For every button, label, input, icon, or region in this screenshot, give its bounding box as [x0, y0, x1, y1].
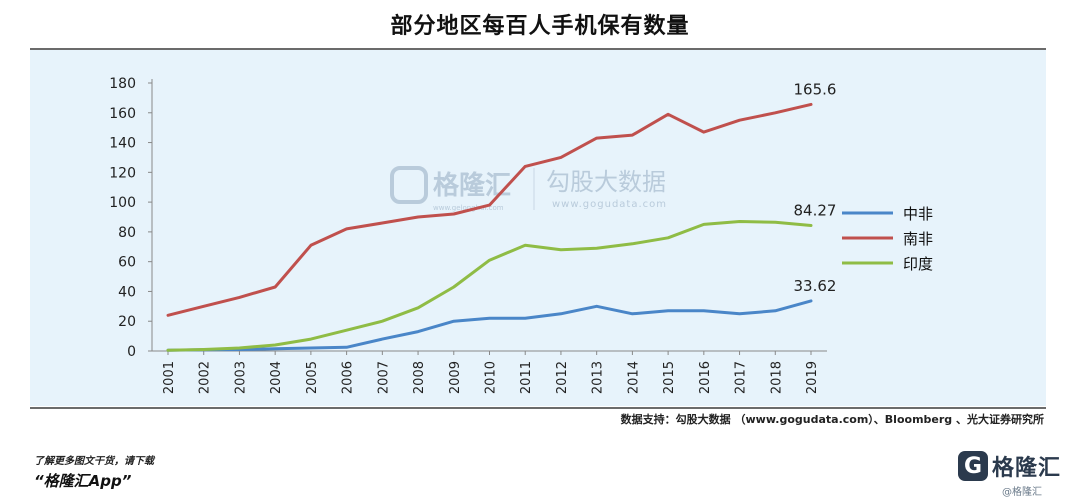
- series-line-2: [166, 220, 813, 352]
- data-source: 数据支持：勾股大数据 （www.gogudata.com）、Bloomberg …: [620, 413, 1044, 426]
- x-tick-label: 2013: [591, 361, 606, 394]
- promo-app-name: “格隆汇App”: [34, 472, 132, 490]
- x-tick-label: 2010: [484, 361, 499, 394]
- brand-logo-icon: G: [958, 451, 988, 481]
- watermark-sub: 勾股大数据: [546, 168, 666, 196]
- x-tick-label: 2015: [662, 361, 677, 394]
- x-tick-label: 2008: [412, 361, 427, 394]
- x-tick-label: 2001: [162, 361, 177, 394]
- series-line-0: [166, 299, 813, 352]
- x-tick-label: 2003: [233, 361, 248, 394]
- x-tick-label: 2017: [734, 361, 749, 394]
- y-tick-label: 0: [127, 344, 136, 360]
- brand-handle: @格隆汇: [1002, 487, 1042, 498]
- chart-panel: 格隆汇 www.gelonghui.com 勾股大数据 www.gogudata.co…: [30, 50, 1046, 406]
- watermark-sub-url: www.gogudata.com: [552, 199, 667, 210]
- x-tick-label: 2007: [376, 361, 391, 394]
- x-tick-label: 2011: [519, 361, 534, 394]
- legend-label: 南非: [903, 230, 933, 248]
- data-label-end: 84.27: [794, 202, 837, 220]
- y-tick-label: 120: [109, 165, 136, 181]
- x-tick-label: 2006: [341, 361, 356, 394]
- y-tick-label: 80: [118, 225, 136, 241]
- x-tick-label: 2019: [805, 361, 820, 394]
- x-tick-label: 2018: [769, 361, 784, 394]
- x-tick-label: 2002: [198, 361, 213, 394]
- header: 部分地区每百人手机保有数量: [0, 0, 1080, 48]
- bottom-divider: [30, 407, 1046, 409]
- brand-logo-group: G 格隆汇: [958, 448, 1061, 484]
- x-tick-label: 2005: [305, 361, 320, 394]
- chart-title: 部分地区每百人手机保有数量: [390, 14, 690, 39]
- legend-label: 印度: [903, 255, 933, 273]
- x-tick-label: 2009: [448, 361, 463, 394]
- y-tick-label: 140: [109, 136, 136, 152]
- legend-label: 中非: [903, 205, 933, 223]
- y-tick-label: 40: [118, 284, 136, 300]
- data-label-end: 165.6: [794, 80, 837, 98]
- x-tick-label: 2012: [555, 361, 570, 394]
- brand-name: 格隆汇: [992, 456, 1062, 481]
- promo-text: 了解更多图文干货，请下载: [34, 456, 154, 467]
- top-divider: [30, 48, 1046, 50]
- y-tick-label: 20: [118, 314, 136, 330]
- x-tick-label: 2014: [626, 361, 641, 394]
- y-tick-label: 160: [109, 106, 136, 122]
- line-chart: 格隆汇www.gelonghui.com勾股大数据www.gogudata.co…: [109, 76, 933, 394]
- y-tick-label: 60: [118, 255, 136, 271]
- y-tick-label: 100: [109, 195, 136, 211]
- data-label-end: 33.62: [794, 277, 837, 295]
- watermark-logo-icon: [390, 166, 428, 204]
- x-tick-label: 2004: [269, 361, 284, 394]
- x-tick-label: 2016: [698, 361, 713, 394]
- y-tick-label: 180: [109, 76, 136, 92]
- watermark-brand-url: www.gelonghui.com: [433, 204, 504, 212]
- series-line-1: [166, 102, 813, 317]
